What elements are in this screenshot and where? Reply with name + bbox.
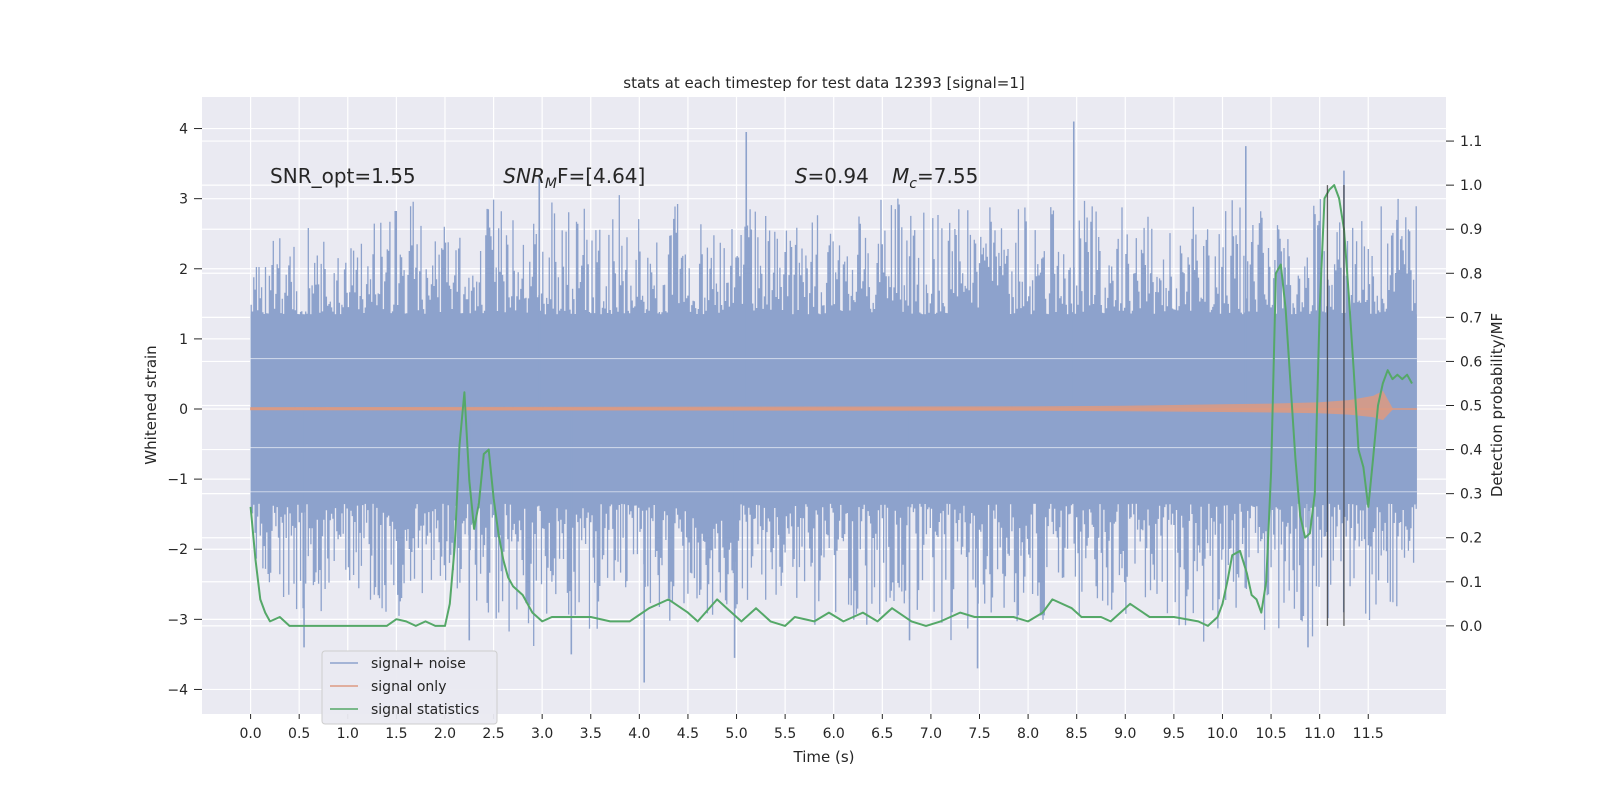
y-tick-label-1: −3: [167, 612, 188, 628]
annotation-1-sub: M: [545, 176, 557, 192]
y-tick-label-5: 1: [179, 332, 188, 348]
annotation-2-head: S: [795, 164, 808, 188]
x-tick-label-13: 6.5: [871, 726, 893, 742]
y-tick-label-3: −1: [167, 472, 188, 488]
y-tick-label-7: 3: [179, 192, 188, 208]
x-tick-label-9: 4.5: [677, 726, 699, 742]
signal-statistics-line: [249, 184, 1413, 627]
x-tick-label-15: 7.5: [968, 726, 990, 742]
x-tick-label-8: 4.0: [628, 726, 650, 742]
legend-label-signal-noise: signal+ noise: [371, 656, 466, 672]
legend: signal+ noise signal only signal statist…: [321, 650, 498, 725]
y2-tick-label-8: 0.8: [1460, 266, 1482, 282]
y-tick-label-2: −2: [167, 542, 188, 558]
y2-tick-label-6: 0.6: [1460, 354, 1482, 370]
y-tick-label-6: 2: [179, 262, 188, 278]
annotation-0: SNR_opt=1.55: [270, 164, 416, 188]
annotation-1-head: SNR: [503, 164, 545, 188]
x-tick-label-6: 3.0: [531, 726, 553, 742]
legend-label-signal-statistics: signal statistics: [371, 702, 479, 718]
annotation-3-sub: c: [909, 176, 917, 192]
annotation-2: S=0.94: [795, 164, 869, 188]
y2-tick-label-2: 0.2: [1460, 531, 1482, 547]
axes: 0.0 0.5 1.0 1.5 2.0 2.5 3.0 3.5 4.0 4.5 5.0 5.5 6.0 6…: [167, 122, 1482, 742]
x-tick-label-19: 9.5: [1163, 726, 1185, 742]
annotation-3-tail: =7.55: [917, 164, 978, 188]
y2-tick-label-0: 0.0: [1460, 619, 1482, 635]
y2-tick-label-7: 0.7: [1460, 310, 1482, 326]
chart-title: stats at each timestep for test data 123…: [623, 74, 1024, 92]
x-tick-label-17: 8.5: [1066, 726, 1088, 742]
legend-label-signal-only: signal only: [371, 679, 446, 695]
y2-axis-title: Detection probability/MF: [1488, 313, 1506, 497]
x-tick-label-1: 0.5: [288, 726, 310, 742]
x-tick-label-5: 2.5: [482, 726, 504, 742]
x-tick-label-22: 11.0: [1304, 726, 1335, 742]
y2-tick-label-9: 0.9: [1460, 222, 1482, 238]
signal-statistics-series: [249, 184, 1413, 627]
annotation-3: Mc=7.55: [892, 164, 978, 192]
x-tick-label-20: 10.0: [1207, 726, 1238, 742]
annotation-3-head: M: [892, 164, 909, 188]
vertical-markers: [1326, 185, 1345, 626]
y2-tick-label-10: 1.0: [1460, 178, 1482, 194]
annotation-1-tail: F=[4.64]: [557, 164, 645, 188]
y2-tick-label-3: 0.3: [1460, 487, 1482, 503]
y2-tick-label-5: 0.5: [1460, 399, 1482, 415]
x-tick-label-11: 5.5: [774, 726, 796, 742]
x-tick-label-23: 11.5: [1353, 726, 1384, 742]
x-tick-label-16: 8.0: [1017, 726, 1039, 742]
y-tick-label-8: 4: [179, 122, 188, 138]
y2-tick-label-4: 0.4: [1460, 443, 1482, 459]
x-tick-label-12: 6.0: [823, 726, 845, 742]
y2-tick-label-1: 0.1: [1460, 575, 1482, 591]
x-axis-title: Time (s): [793, 748, 855, 766]
x-tick-label-0: 0.0: [239, 726, 261, 742]
annotation-0-head: SNR_opt=1.55: [270, 164, 416, 188]
y-tick-label-0: −4: [167, 682, 188, 698]
x-tick-label-10: 5.0: [725, 726, 747, 742]
y2-tick-label-11: 1.1: [1460, 134, 1482, 150]
x-tick-label-18: 9.0: [1114, 726, 1136, 742]
annotation-1: SNRMF=[4.64]: [503, 164, 645, 192]
x-tick-label-14: 7.0: [920, 726, 942, 742]
annotations: SNR_opt=1.55 SNRMF=[4.64] S=0.94 Mc=7.55: [270, 164, 978, 192]
x-tick-label-21: 10.5: [1255, 726, 1286, 742]
x-tick-label-4: 2.0: [434, 726, 456, 742]
annotation-2-tail: =0.94: [808, 164, 869, 188]
x-tick-label-3: 1.5: [385, 726, 407, 742]
legend-box: [321, 650, 498, 725]
signal-only-series: [250, 390, 1417, 421]
y-axis-title: Whitened strain: [142, 345, 160, 464]
y-tick-label-4: 0: [179, 402, 188, 418]
x-tick-label-7: 3.5: [580, 726, 602, 742]
x-tick-label-2: 1.0: [337, 726, 359, 742]
